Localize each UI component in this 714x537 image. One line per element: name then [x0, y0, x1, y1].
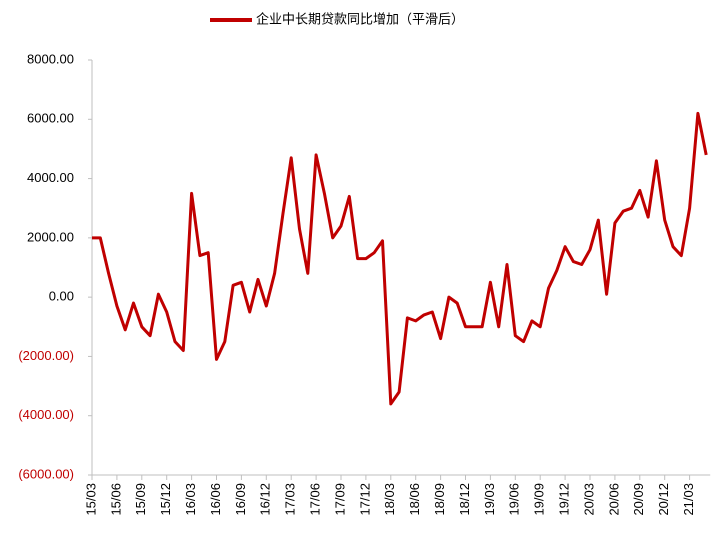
y-tick-label: 0.00	[49, 289, 74, 304]
x-tick-label: 20/12	[656, 483, 671, 516]
x-tick-label: 17/12	[357, 483, 372, 516]
x-tick-label: 21/03	[681, 483, 696, 516]
x-tick-label: 16/09	[233, 483, 248, 516]
x-tick-label: 19/09	[532, 483, 547, 516]
y-tick-label: (2000.00)	[18, 348, 74, 363]
x-tick-label: 16/03	[183, 483, 198, 516]
x-tick-label: 17/03	[283, 483, 298, 516]
y-tick-label: (4000.00)	[18, 407, 74, 422]
x-tick-label: 19/12	[557, 483, 572, 516]
y-tick-label: 8000.00	[27, 51, 74, 66]
x-tick-label: 16/12	[258, 483, 273, 516]
x-tick-label: 19/06	[507, 483, 522, 516]
legend-label: 企业中长期贷款同比增加（平滑后）	[256, 11, 464, 26]
y-tick-label: (6000.00)	[18, 466, 74, 481]
x-tick-label: 19/03	[482, 483, 497, 516]
y-tick-label: 4000.00	[27, 170, 74, 185]
x-tick-label: 20/06	[606, 483, 621, 516]
x-tick-label: 20/03	[581, 483, 596, 516]
x-tick-label: 18/03	[382, 483, 397, 516]
x-tick-label: 15/09	[133, 483, 148, 516]
y-tick-label: 2000.00	[27, 229, 74, 244]
line-series	[92, 111, 708, 406]
x-tick-label: 20/09	[631, 483, 646, 516]
y-tick-label: 6000.00	[27, 111, 74, 126]
x-tick-label: 15/12	[158, 483, 173, 516]
x-tick-label: 18/09	[432, 483, 447, 516]
x-tick-label: 16/06	[208, 483, 223, 516]
x-tick-label: 17/09	[332, 483, 347, 516]
x-tick-label: 15/03	[83, 483, 98, 516]
x-tick-label: 17/06	[308, 483, 323, 516]
x-tick-label: 18/06	[407, 483, 422, 516]
x-tick-label: 15/06	[108, 483, 123, 516]
x-tick-label: 18/12	[457, 483, 472, 516]
